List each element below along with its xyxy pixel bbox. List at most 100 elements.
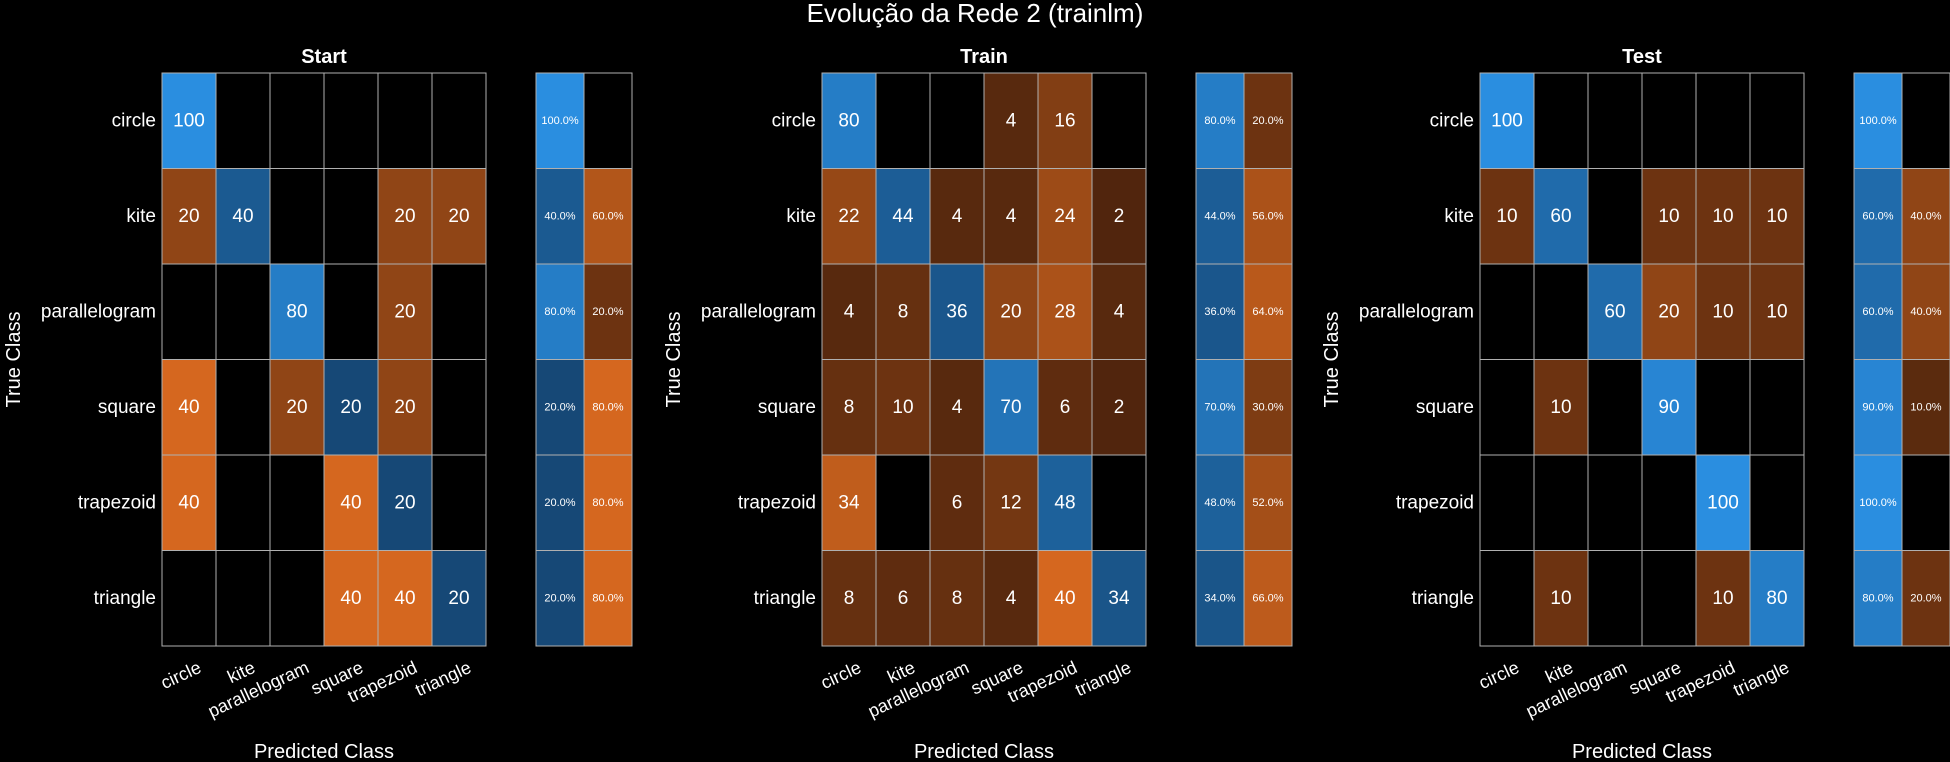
cell-value: 8: [844, 397, 855, 418]
panel-test: Test 100 10 60 10 10 10 60 20 10 10 10 90 100 10 10 80 ci…: [1321, 46, 1950, 762]
row-label: parallelogram: [701, 301, 816, 322]
cell-value: 4: [952, 397, 963, 418]
matrix-cell: [875, 168, 931, 265]
matrix-cell: [1479, 168, 1535, 265]
cell-value: 8: [952, 588, 963, 609]
matrix-cell: [431, 72, 487, 169]
matrix-cell: [161, 72, 217, 169]
summary-cell: [1195, 168, 1245, 265]
matrix-cell: [929, 454, 985, 551]
summary-value: 20.0%: [592, 306, 623, 318]
summary-cell: [1243, 72, 1293, 169]
cell-value: 34: [838, 492, 860, 513]
cell-value: 2: [1114, 206, 1125, 227]
row-label: kite: [126, 206, 156, 227]
cell-value: 20: [448, 206, 469, 227]
matrix-cell: [269, 454, 325, 551]
summary-value: 20.0%: [1910, 592, 1941, 604]
summary-value: 52.0%: [1252, 497, 1283, 509]
summary-value: 80.0%: [592, 592, 623, 604]
matrix-cell: [1749, 263, 1805, 360]
cell-value: 34: [1108, 588, 1130, 609]
summary-cell: [1195, 454, 1245, 551]
matrix-cell: [1091, 550, 1147, 647]
summary-value: 30.0%: [1252, 401, 1283, 413]
matrix-cell: [1641, 454, 1697, 551]
cell-value: 16: [1054, 110, 1075, 131]
cell-value: 10: [1712, 588, 1733, 609]
matrix-cell: [929, 550, 985, 647]
cell-value: 60: [1550, 206, 1571, 227]
matrix-cell: [1587, 72, 1643, 169]
summary-cell: [1853, 359, 1903, 456]
matrix-cell: [1587, 454, 1643, 551]
cell-value: 40: [340, 492, 361, 513]
cell-value: 4: [1006, 206, 1017, 227]
summary-cell: [1901, 72, 1950, 169]
summary-value: 80.0%: [1862, 592, 1893, 604]
summary-value: 48.0%: [1204, 497, 1235, 509]
summary-cell: [1853, 168, 1903, 265]
summary-cell: [583, 72, 633, 169]
cell-value: 40: [232, 206, 253, 227]
matrix-cell: [431, 263, 487, 360]
cell-value: 60: [1604, 301, 1625, 322]
panel-title: Train: [960, 46, 1008, 68]
matrix-cell: [1695, 550, 1751, 647]
row-label: trapezoid: [78, 492, 156, 513]
row-label: square: [1416, 397, 1474, 418]
summary-cell: [535, 72, 585, 169]
row-label: square: [758, 397, 816, 418]
matrix-cell: [875, 454, 931, 551]
cell-value: 6: [1060, 397, 1071, 418]
matrix-cell: [1749, 454, 1805, 551]
matrix-cell: [1479, 72, 1535, 169]
row-label: triangle: [754, 588, 816, 609]
summary-cell: [583, 550, 633, 647]
matrix-cell: [215, 263, 271, 360]
column-label: triangle: [412, 657, 474, 700]
matrix-cell: [875, 550, 931, 647]
row-label: circle: [772, 110, 816, 131]
matrix-cell: [323, 263, 379, 360]
matrix-cell: [983, 168, 1039, 265]
cell-value: 10: [1658, 206, 1679, 227]
summary-value: 44.0%: [1204, 210, 1235, 222]
row-label: parallelogram: [41, 301, 156, 322]
matrix-cell: [269, 168, 325, 265]
cell-value: 48: [1054, 492, 1075, 513]
summary-value: 80.0%: [592, 401, 623, 413]
matrix-cell: [161, 263, 217, 360]
summary-cell: [1901, 454, 1950, 551]
summary-cell: [1901, 168, 1950, 265]
cell-value: 40: [178, 397, 199, 418]
cell-value: 36: [946, 301, 967, 322]
y-axis-label: True Class: [1321, 312, 1343, 408]
summary-value: 40.0%: [1910, 306, 1941, 318]
summary-cell: [1243, 168, 1293, 265]
row-label: triangle: [1412, 588, 1474, 609]
matrix-cell: [875, 359, 931, 456]
summary-cell: [1195, 550, 1245, 647]
x-axis-label: Predicted Class: [254, 741, 394, 762]
summary-cell: [535, 454, 585, 551]
cell-value: 24: [1054, 206, 1076, 227]
row-label: square: [98, 397, 156, 418]
cell-value: 12: [1000, 492, 1021, 513]
matrix-cell: [1091, 72, 1147, 169]
cell-value: 4: [1006, 110, 1017, 131]
matrix-cell: [1533, 454, 1589, 551]
cell-value: 20: [394, 206, 415, 227]
cell-value: 40: [1054, 588, 1075, 609]
cell-value: 4: [952, 206, 963, 227]
matrix-cell: [929, 359, 985, 456]
column-label: circle: [1476, 657, 1523, 693]
column-label: parallelogram: [205, 657, 312, 721]
cell-value: 10: [1766, 206, 1787, 227]
cell-value: 10: [1712, 206, 1733, 227]
summary-value: 34.0%: [1204, 592, 1235, 604]
matrix-cell: [1749, 168, 1805, 265]
summary-value: 60.0%: [1862, 306, 1893, 318]
summary-cell: [535, 550, 585, 647]
matrix-cell: [1533, 263, 1589, 360]
